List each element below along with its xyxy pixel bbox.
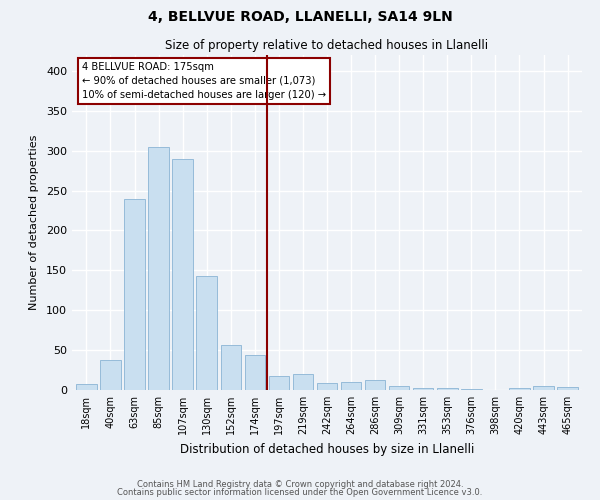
- Bar: [365, 380, 385, 390]
- Bar: [124, 198, 145, 390]
- Bar: [269, 376, 289, 390]
- Bar: [341, 382, 361, 390]
- Bar: [557, 387, 578, 390]
- Bar: [148, 146, 169, 390]
- Bar: [100, 360, 121, 390]
- Bar: [389, 386, 409, 390]
- Bar: [221, 346, 241, 390]
- Bar: [245, 355, 265, 390]
- Bar: [533, 386, 554, 390]
- Bar: [317, 383, 337, 390]
- Bar: [172, 158, 193, 390]
- Title: Size of property relative to detached houses in Llanelli: Size of property relative to detached ho…: [166, 40, 488, 52]
- Bar: [461, 389, 482, 390]
- X-axis label: Distribution of detached houses by size in Llanelli: Distribution of detached houses by size …: [180, 442, 474, 456]
- Bar: [509, 388, 530, 390]
- Text: 4, BELLVUE ROAD, LLANELLI, SA14 9LN: 4, BELLVUE ROAD, LLANELLI, SA14 9LN: [148, 10, 452, 24]
- Bar: [76, 384, 97, 390]
- Bar: [437, 388, 458, 390]
- Text: Contains HM Land Registry data © Crown copyright and database right 2024.: Contains HM Land Registry data © Crown c…: [137, 480, 463, 489]
- Bar: [413, 388, 433, 390]
- Bar: [293, 374, 313, 390]
- Bar: [196, 276, 217, 390]
- Text: 4 BELLVUE ROAD: 175sqm
← 90% of detached houses are smaller (1,073)
10% of semi-: 4 BELLVUE ROAD: 175sqm ← 90% of detached…: [82, 62, 326, 100]
- Text: Contains public sector information licensed under the Open Government Licence v3: Contains public sector information licen…: [118, 488, 482, 497]
- Y-axis label: Number of detached properties: Number of detached properties: [29, 135, 39, 310]
